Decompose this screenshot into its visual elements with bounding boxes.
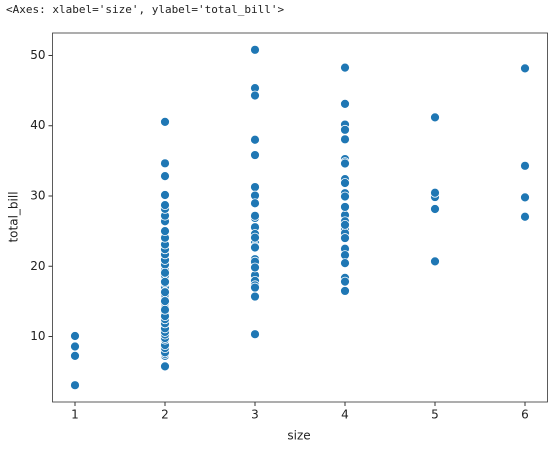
scatter-point (160, 267, 170, 278)
x-tick-label: 4 (341, 408, 349, 422)
scatter-point (250, 262, 260, 273)
scatter-point (250, 150, 260, 160)
scatter-point (70, 341, 80, 352)
scatter-point (160, 116, 170, 127)
y-tick-label: 50 (30, 48, 45, 62)
scatter-point (250, 134, 260, 145)
scatter-point (340, 178, 350, 188)
scatter-point (250, 210, 260, 221)
scatter-point (340, 276, 350, 287)
scatter-point (70, 350, 80, 361)
y-axis-label: total_bill (7, 191, 21, 242)
plot-frame (52, 32, 548, 403)
scatter-point (70, 380, 80, 391)
scatter-point (250, 90, 260, 101)
scatter-point (160, 190, 170, 200)
scatter-point (250, 291, 260, 302)
scatter-point (160, 226, 170, 237)
scatter-point (160, 158, 170, 169)
scatter-point (340, 233, 350, 243)
scatter-point (250, 44, 260, 55)
scatter-point (340, 134, 350, 145)
scatter-point (430, 204, 440, 214)
scatter-point (160, 296, 170, 307)
scatter-point (160, 304, 170, 315)
y-tick-label: 40 (30, 118, 45, 132)
x-tick-label: 3 (251, 408, 259, 422)
scatter-point (340, 124, 350, 135)
scatter-point (340, 98, 350, 109)
x-tick-label: 2 (161, 408, 169, 422)
scatter-point (340, 286, 350, 296)
y-tick-label: 20 (30, 259, 45, 273)
scatter-point (340, 219, 350, 230)
y-tick-label: 30 (30, 189, 45, 203)
scatter-point (250, 282, 260, 293)
scatter-point (340, 158, 350, 169)
scatter-point (430, 187, 440, 198)
scatter-point (160, 287, 170, 298)
x-axis-label: size (287, 429, 310, 443)
scatter-point (340, 202, 350, 212)
scatter-point (160, 361, 170, 372)
scatter-point (160, 276, 170, 287)
x-tick-label: 6 (521, 408, 529, 422)
scatter-point (520, 160, 530, 171)
scatter-point (250, 198, 260, 209)
scatter-point (250, 182, 260, 192)
scatter-point (340, 62, 350, 73)
scatter-point (70, 331, 80, 341)
x-tick-label: 1 (71, 408, 79, 422)
scatter-point (340, 191, 350, 202)
cell-output: <Axes: xlabel='size', ylabel='total_bill… (6, 3, 285, 16)
scatter-point (250, 242, 260, 253)
scatter-point (250, 232, 260, 243)
x-tick-label: 5 (431, 408, 439, 422)
y-tick-label: 10 (30, 329, 45, 343)
scatter-point (520, 211, 530, 222)
scatter-point (430, 112, 440, 123)
scatter-point (250, 329, 260, 340)
scatter-point (520, 63, 530, 74)
scatter-point (160, 171, 170, 182)
scatter-point (430, 256, 440, 267)
scatter-point (160, 200, 170, 211)
scatter-point (520, 192, 530, 203)
scatter-point (340, 258, 350, 268)
